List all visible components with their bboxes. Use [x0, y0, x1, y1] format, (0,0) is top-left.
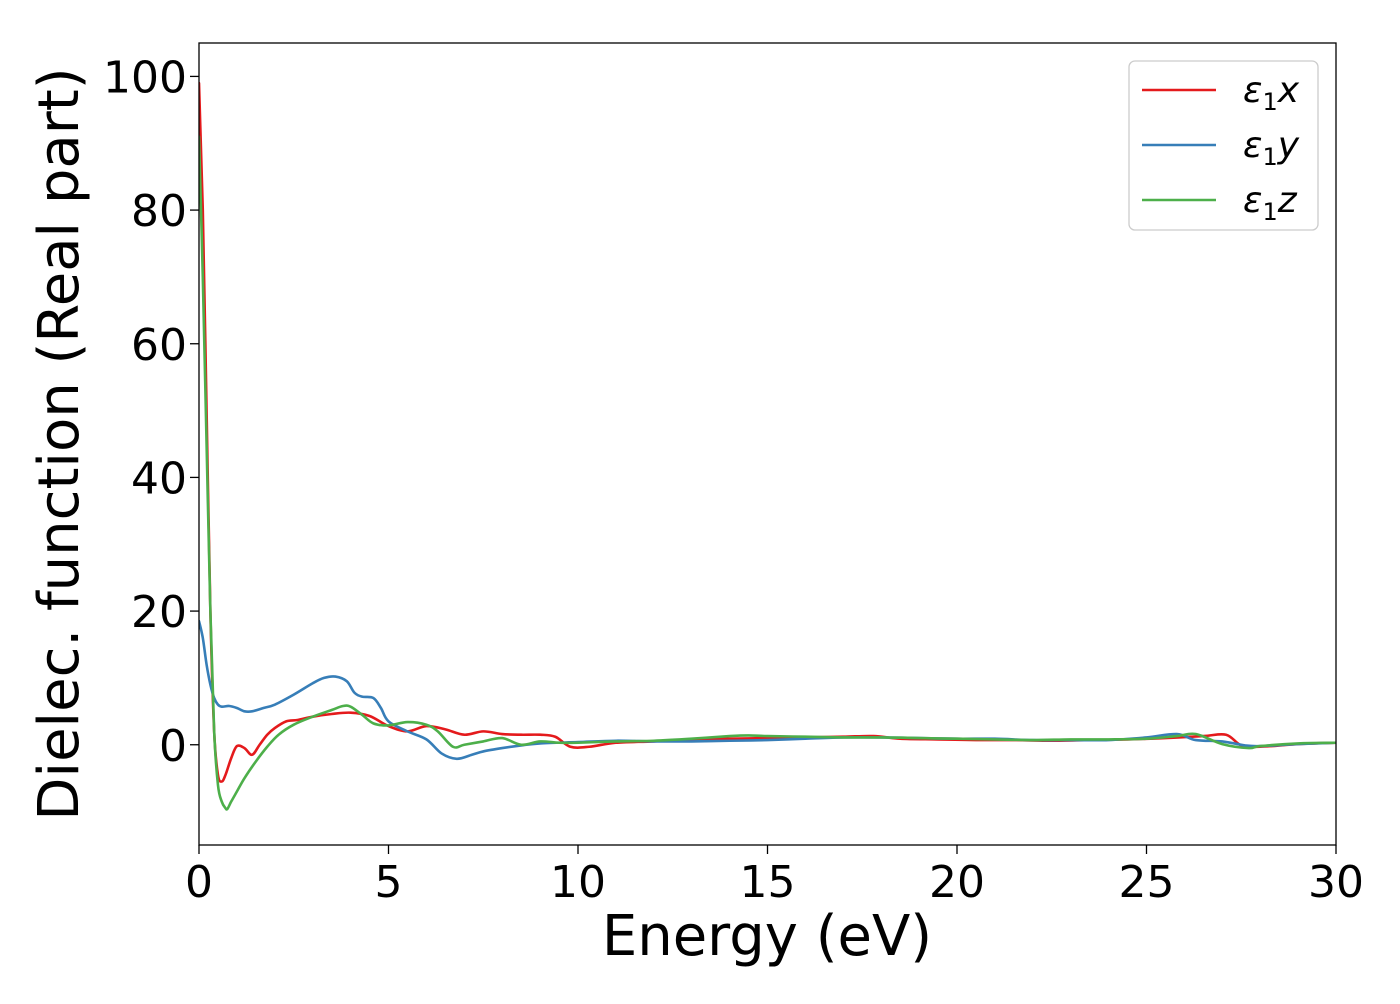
- legend-label-z: ε1z: [1243, 180, 1298, 226]
- y-tick-label: 80: [131, 186, 187, 237]
- legend: ε1x ε1y ε1z: [1128, 60, 1319, 231]
- x-tick-label: 15: [740, 857, 796, 908]
- y-tick-label: 60: [131, 320, 187, 371]
- y-tick-label: 40: [131, 453, 187, 504]
- x-axis-label: Energy (eV): [602, 904, 932, 969]
- y-tick-label: 20: [131, 587, 187, 638]
- x-tick-label: 30: [1308, 857, 1364, 908]
- x-tick-label: 25: [1119, 857, 1175, 908]
- x-tick-label: 5: [375, 857, 403, 908]
- y-axis-label: Dielec. function (Real part): [27, 67, 92, 820]
- series-line-z: [199, 135, 1336, 811]
- x-tick-label: 10: [550, 857, 606, 908]
- legend-label-x: ε1x: [1243, 70, 1300, 116]
- x-tick-label: 20: [929, 857, 985, 908]
- legend-label-y: ε1y: [1243, 125, 1300, 171]
- x-tick-label: 0: [185, 857, 213, 908]
- y-tick-label: 0: [159, 721, 187, 772]
- y-tick-label: 100: [103, 52, 187, 103]
- plot-frame: [198, 42, 1337, 846]
- legend-box: [1128, 60, 1319, 231]
